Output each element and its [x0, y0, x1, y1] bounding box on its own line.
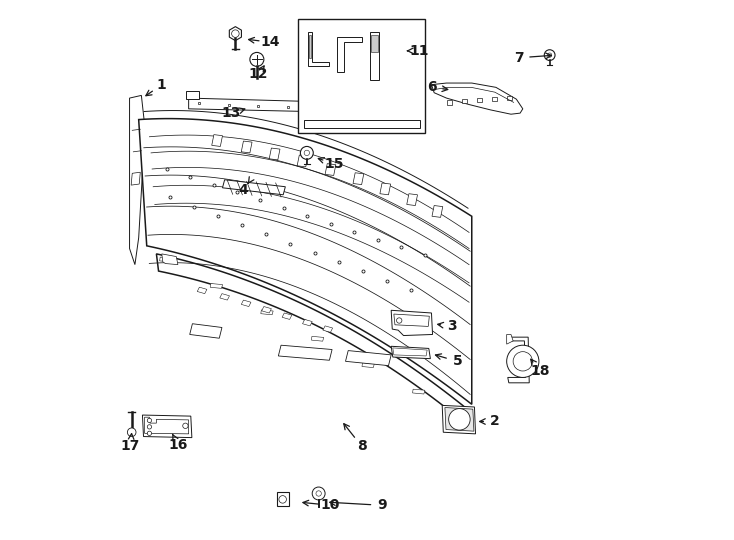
Polygon shape	[282, 313, 292, 320]
Text: 17: 17	[121, 439, 140, 453]
Text: 3: 3	[447, 319, 457, 333]
Text: 11: 11	[410, 44, 429, 58]
Text: 1: 1	[157, 78, 167, 92]
Circle shape	[545, 50, 555, 60]
Polygon shape	[371, 35, 378, 52]
Polygon shape	[161, 254, 178, 265]
Circle shape	[148, 431, 152, 435]
Polygon shape	[476, 98, 482, 103]
Polygon shape	[380, 183, 390, 195]
Polygon shape	[445, 408, 474, 431]
Polygon shape	[142, 415, 192, 437]
Polygon shape	[391, 346, 430, 359]
Polygon shape	[229, 26, 241, 40]
Polygon shape	[325, 164, 336, 176]
Circle shape	[279, 496, 286, 503]
Circle shape	[300, 146, 313, 159]
Text: 12: 12	[249, 67, 268, 81]
Polygon shape	[508, 337, 529, 383]
Polygon shape	[394, 314, 429, 326]
Polygon shape	[370, 32, 379, 80]
Circle shape	[250, 52, 264, 66]
Polygon shape	[492, 97, 497, 102]
Polygon shape	[353, 173, 364, 185]
Polygon shape	[302, 320, 312, 326]
Text: 15: 15	[324, 157, 344, 171]
Polygon shape	[346, 350, 391, 366]
Polygon shape	[210, 284, 222, 288]
Circle shape	[506, 345, 539, 377]
Circle shape	[316, 491, 321, 496]
Text: 7: 7	[514, 51, 523, 65]
Polygon shape	[219, 294, 230, 300]
Polygon shape	[393, 348, 427, 356]
Polygon shape	[442, 406, 476, 434]
Polygon shape	[186, 91, 200, 99]
Polygon shape	[262, 307, 272, 313]
Polygon shape	[211, 134, 222, 146]
Polygon shape	[145, 417, 189, 434]
Polygon shape	[131, 172, 140, 185]
Polygon shape	[156, 254, 468, 426]
Polygon shape	[407, 194, 418, 206]
Polygon shape	[372, 97, 388, 113]
Polygon shape	[159, 257, 172, 262]
Polygon shape	[506, 334, 513, 344]
Text: 8: 8	[357, 439, 366, 453]
Circle shape	[396, 318, 402, 323]
Polygon shape	[462, 99, 467, 104]
Polygon shape	[311, 336, 324, 341]
Polygon shape	[269, 148, 280, 160]
Circle shape	[148, 425, 152, 429]
Text: 14: 14	[261, 35, 280, 49]
Polygon shape	[309, 35, 311, 58]
Polygon shape	[189, 98, 380, 113]
Polygon shape	[506, 96, 512, 100]
Polygon shape	[446, 100, 452, 105]
Polygon shape	[338, 37, 362, 72]
Circle shape	[548, 53, 552, 57]
Polygon shape	[432, 206, 443, 218]
Text: 18: 18	[530, 364, 550, 378]
Text: 5: 5	[452, 354, 462, 368]
Circle shape	[448, 409, 470, 430]
Polygon shape	[297, 155, 308, 167]
Text: 2: 2	[490, 415, 500, 429]
Circle shape	[183, 423, 188, 428]
Circle shape	[128, 428, 136, 436]
Polygon shape	[323, 326, 333, 332]
Polygon shape	[278, 345, 332, 360]
Polygon shape	[304, 119, 420, 127]
Polygon shape	[413, 389, 425, 394]
Text: 4: 4	[239, 184, 248, 198]
Polygon shape	[222, 180, 286, 195]
Circle shape	[304, 150, 310, 156]
Polygon shape	[129, 96, 144, 265]
Polygon shape	[308, 32, 330, 66]
Polygon shape	[241, 300, 251, 307]
Polygon shape	[277, 492, 288, 507]
Text: 9: 9	[377, 498, 387, 512]
Polygon shape	[391, 310, 432, 335]
Polygon shape	[189, 323, 222, 338]
Circle shape	[148, 418, 152, 423]
Text: 16: 16	[168, 437, 188, 451]
Polygon shape	[261, 310, 273, 315]
Text: 10: 10	[321, 498, 340, 512]
Polygon shape	[432, 83, 523, 114]
Circle shape	[513, 352, 532, 371]
Circle shape	[312, 487, 325, 500]
Text: 13: 13	[222, 106, 241, 120]
Polygon shape	[362, 363, 374, 368]
Text: 6: 6	[426, 80, 436, 94]
Bar	[298, 18, 425, 133]
Polygon shape	[197, 287, 207, 294]
Polygon shape	[139, 119, 472, 404]
Circle shape	[232, 30, 239, 37]
Polygon shape	[241, 141, 252, 153]
